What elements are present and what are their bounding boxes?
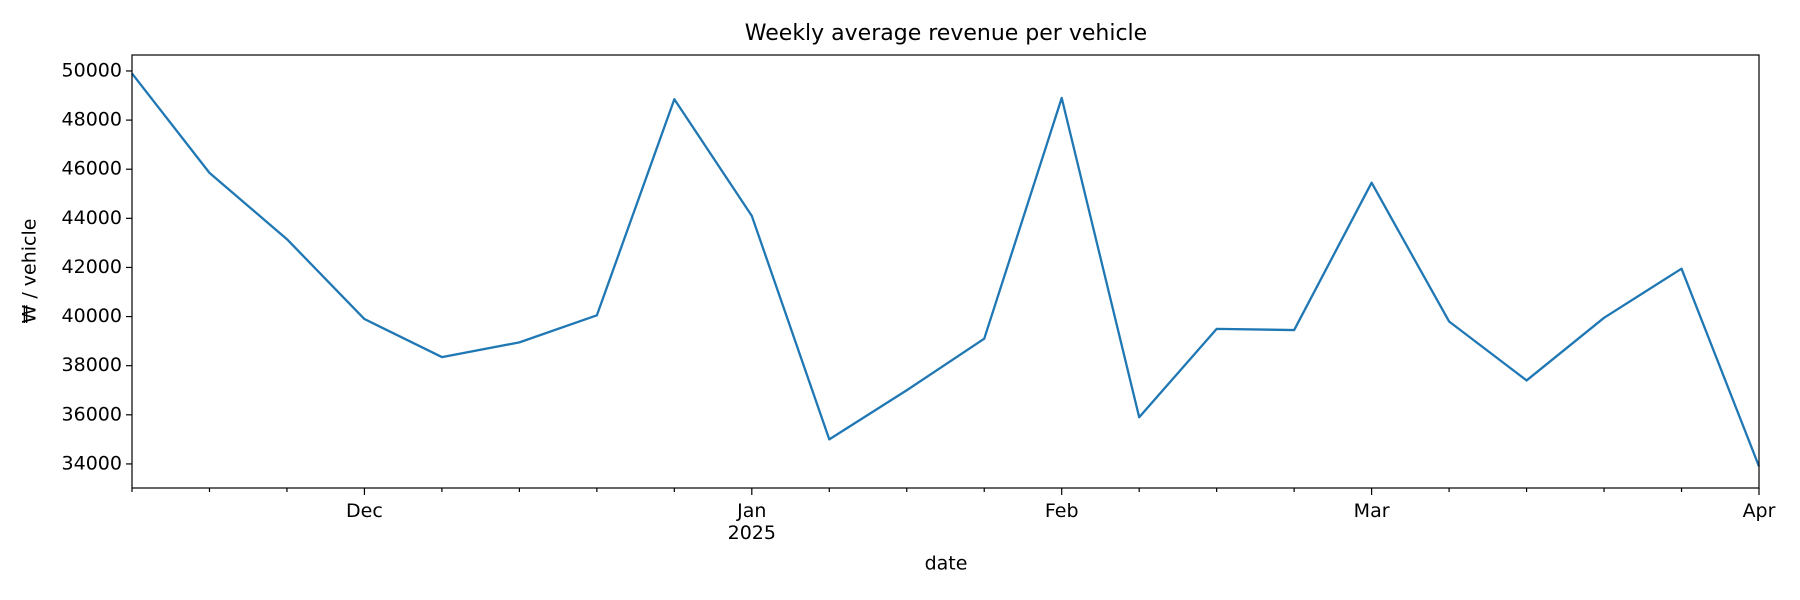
y-tick-label: 50000: [62, 59, 122, 81]
y-tick-label: 48000: [62, 109, 122, 131]
x-tick-label: Apr: [1742, 500, 1776, 522]
y-tick-label: 34000: [62, 452, 122, 474]
chart-title: Weekly average revenue per vehicle: [745, 21, 1147, 46]
x-tick-label: Feb: [1044, 500, 1079, 522]
y-tick-label: 42000: [62, 256, 122, 278]
y-tick-label: 40000: [62, 305, 122, 327]
y-axis-label: ₩ / vehicle: [19, 219, 41, 324]
x-tick-label: Jan 2025: [727, 500, 776, 544]
x-axis-label: date: [925, 553, 968, 575]
y-tick-label: 36000: [62, 403, 122, 425]
x-tick-label: Mar: [1353, 500, 1390, 522]
y-tick-label: 38000: [62, 354, 122, 376]
x-tick-label: Dec: [346, 500, 383, 522]
data-line: [131, 72, 1761, 467]
plot-frame: [131, 54, 1760, 489]
y-tick-label: 44000: [62, 207, 122, 229]
y-tick-label: 46000: [62, 158, 122, 180]
